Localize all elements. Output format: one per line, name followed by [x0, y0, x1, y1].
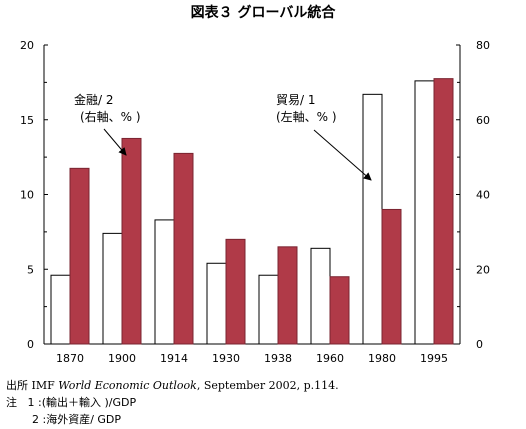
finance-annotation-arrow [103, 128, 127, 156]
category-label: 1938 [264, 352, 292, 365]
left-tick-label: 20 [20, 39, 34, 52]
trade-bar [414, 80, 435, 345]
finance-bar [329, 276, 350, 345]
category-label: 1960 [316, 352, 344, 365]
trade-bar [362, 93, 383, 345]
category-label: 1900 [108, 352, 136, 365]
source-pre: IMF [31, 379, 59, 392]
note-1: 注 1 :(輸出＋輸入 )/GDP [6, 394, 339, 411]
right-tick-label: 60 [476, 114, 490, 127]
trade-bar [102, 232, 123, 345]
note-label: 注 [6, 396, 17, 409]
finance-bar [381, 208, 402, 345]
trade-bar [50, 274, 71, 345]
right-tick-label: 80 [476, 39, 490, 52]
trade-annotation-line1: 貿易/ 1 [276, 93, 316, 107]
source-label: 出所 [6, 379, 28, 392]
trade-annotation-arrow [313, 129, 372, 181]
finance-annotation-line1: 金融/ 2 [74, 92, 114, 107]
trade-annotation-line2: (左軸、% ) [276, 109, 337, 124]
trade-bar [154, 219, 175, 345]
category-label: 1930 [212, 352, 240, 365]
left-tick-label: 10 [20, 189, 34, 202]
category-label: 1870 [56, 352, 84, 365]
note-2: 2 :海外資産/ GDP [6, 411, 339, 428]
finance-bar [69, 167, 90, 345]
note-2-text: 2 :海外資産/ GDP [32, 413, 122, 426]
finance-bar [225, 238, 246, 345]
category-label: 1980 [368, 352, 396, 365]
left-tick-label: 5 [27, 263, 34, 276]
footnotes: 出所 IMF World Economic Outlook, September… [6, 377, 339, 428]
right-tick-label: 0 [476, 338, 483, 351]
bar-chart: 0 5 10 15 20 0 20 40 60 80 1870 1900 1914 1930 1938 19… [20, 39, 490, 365]
right-tick-label: 40 [476, 189, 490, 202]
trade-bar [258, 274, 279, 345]
finance-bar [121, 137, 142, 345]
trade-bar [310, 247, 331, 345]
note-1-text: 1 :(輸出＋輸入 )/GDP [27, 396, 137, 409]
category-label: 1995 [420, 352, 448, 365]
chart-title: 図表３ グローバル統合 [190, 5, 336, 21]
finance-annotation-line2: (右軸、% ) [80, 109, 141, 124]
source-note: 出所 IMF World Economic Outlook, September… [6, 377, 339, 394]
trade-bar [206, 262, 227, 345]
finance-bar [173, 152, 194, 345]
left-tick-label: 0 [27, 338, 34, 351]
finance-bar [277, 246, 298, 345]
right-tick-label: 20 [476, 263, 490, 276]
category-label: 1914 [160, 352, 188, 365]
left-tick-label: 15 [20, 114, 34, 127]
source-post: , September 2002, p.114. [196, 379, 339, 392]
finance-bar [433, 78, 454, 345]
source-title: World Economic Outlook [58, 379, 197, 392]
